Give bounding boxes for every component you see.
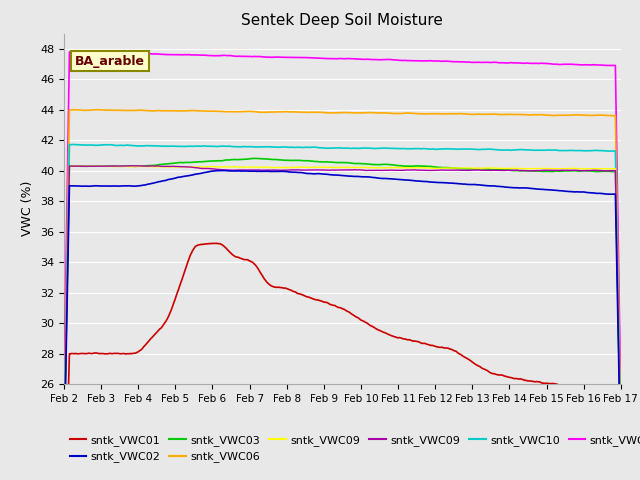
Y-axis label: VWC (%): VWC (%): [22, 181, 35, 237]
Text: BA_arable: BA_arable: [75, 55, 145, 68]
Legend: sntk_VWC01, sntk_VWC02, sntk_VWC03, sntk_VWC06, sntk_VWC09, sntk_VWC09, sntk_VWC: sntk_VWC01, sntk_VWC02, sntk_VWC03, sntk…: [70, 435, 640, 462]
Title: Sentek Deep Soil Moisture: Sentek Deep Soil Moisture: [241, 13, 444, 28]
